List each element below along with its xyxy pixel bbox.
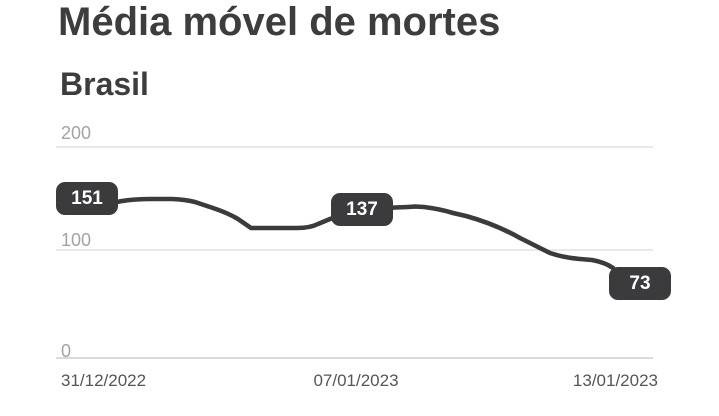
- svg-text:31/12/2022: 31/12/2022: [61, 371, 146, 390]
- svg-text:07/01/2023: 07/01/2023: [313, 371, 398, 390]
- svg-text:200: 200: [61, 123, 91, 143]
- svg-text:13/01/2023: 13/01/2023: [573, 371, 658, 390]
- svg-text:100: 100: [61, 230, 91, 250]
- svg-text:0: 0: [61, 341, 71, 361]
